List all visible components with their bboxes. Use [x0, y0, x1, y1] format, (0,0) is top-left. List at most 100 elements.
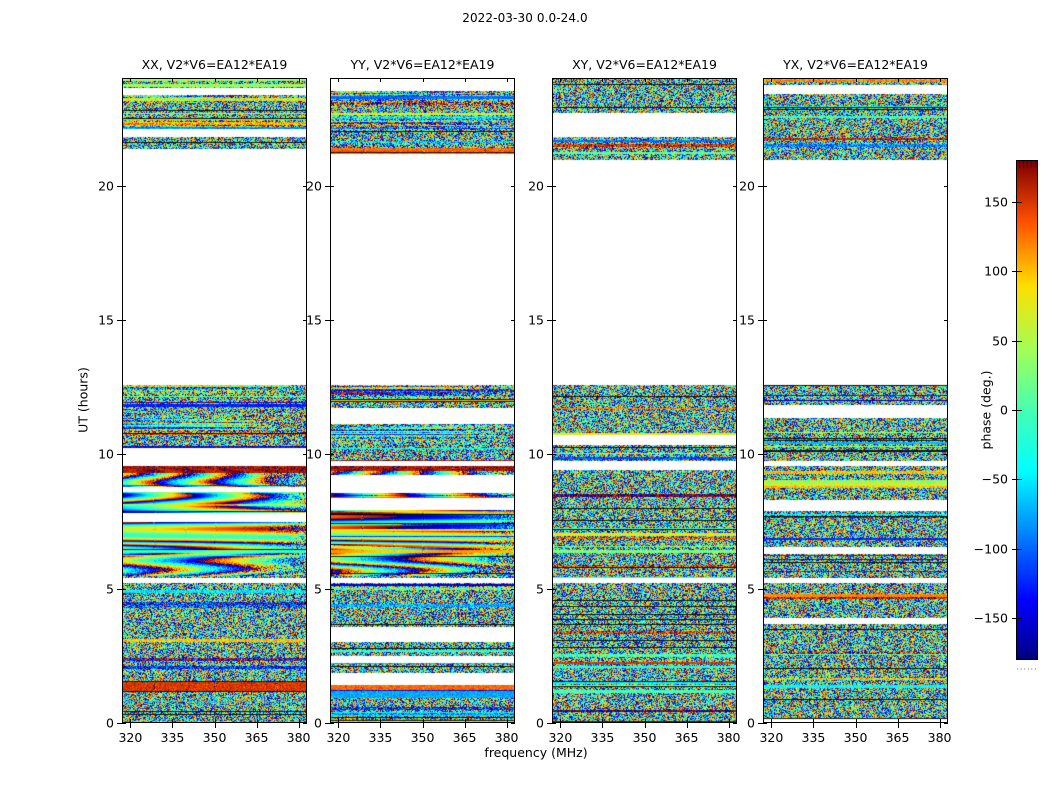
y-tick-inner-yy-10 [330, 454, 334, 456]
y-ticklabel-xy-10: 10 [528, 446, 544, 462]
colorbar-tick-50 [1012, 340, 1017, 342]
x-tick-top-xx-380 [298, 78, 300, 82]
x-tick-top-yx-365 [897, 78, 899, 82]
x-tick-top-xy-320 [560, 78, 562, 82]
y-tick-right-xy-0 [733, 723, 737, 724]
x-tick-inner-yy-335 [380, 719, 382, 723]
y-tick-right-xy-20 [733, 185, 737, 187]
y-ticklabel-xy-20: 20 [528, 178, 544, 193]
colorbar-ticklabel-100: 100 [984, 263, 1008, 279]
x-ticklabel-yx-365: 365 [885, 730, 910, 745]
panel-xy[interactable]: XY, V2*V6=EA12*EA19 0 5 10 15 20 320 335 350 365 3… [528, 57, 740, 745]
x-tick-inner-yx-335 [813, 719, 815, 723]
y-tick-xy-20 [547, 185, 552, 187]
y-tick-yy-5 [325, 588, 330, 590]
colorbar-overflow-marks: ······ [1016, 665, 1038, 674]
y-tick-yx-10 [758, 454, 763, 456]
colorbar-tick-100 [1012, 271, 1017, 273]
y-tick-right-xx-10 [303, 454, 307, 456]
y-tick-inner-xx-5 [122, 588, 126, 590]
x-ticklabel-xy-350: 350 [632, 730, 657, 745]
y-tick-xx-15 [117, 319, 122, 321]
plot-area-xy[interactable] [552, 78, 737, 723]
panel-xx[interactable]: XX, V2*V6=EA12*EA19 0 5 10 15 20 320 335 350 365 3… [98, 57, 310, 745]
colorbar-tick-150 [1012, 201, 1017, 203]
x-tick-inner-yx-365 [897, 719, 899, 723]
y-ticklabel-yx-15: 15 [739, 312, 755, 328]
colorbar-ticklabel--50: −50 [981, 471, 1008, 487]
x-tick-top-yx-335 [813, 78, 815, 82]
y-tick-xy-0 [547, 723, 552, 724]
colorbar-tick-inner--50 [1017, 479, 1022, 481]
phase-waterfall-xy [553, 79, 736, 722]
colorbar-ticklabel-0: 0 [1000, 402, 1008, 418]
y-ticklabel-yy-20: 20 [306, 178, 322, 193]
y-tick-inner-yy-15 [330, 319, 334, 321]
y-ticklabel-yy-15: 15 [306, 312, 322, 328]
y-tick-right-yx-20 [944, 185, 948, 187]
x-tick-xx-350 [214, 723, 216, 728]
colorbar-tick-inner--100 [1017, 548, 1022, 550]
x-ticklabel-yx-380: 380 [927, 730, 952, 745]
x-tick-top-xy-380 [728, 78, 730, 82]
y-tick-xx-10 [117, 454, 122, 456]
x-tick-top-xx-320 [130, 78, 132, 82]
x-ticklabel-yy-335: 335 [368, 730, 393, 745]
x-tick-inner-xy-335 [602, 719, 604, 723]
y-ticklabel-yx-0: 0 [747, 715, 755, 731]
panel-yx[interactable]: YX, V2*V6=EA12*EA19 0 5 10 15 20 320 335 350 365 3… [739, 57, 951, 745]
colorbar-tick-inner-150 [1017, 201, 1022, 203]
x-tick-yx-320 [771, 723, 773, 728]
colorbar-tick--100 [1012, 548, 1017, 550]
panel-title-xy: XY, V2*V6=EA12*EA19 [572, 57, 717, 72]
x-ticklabel-yx-320: 320 [759, 730, 784, 745]
phase-waterfall-xx [123, 79, 306, 722]
y-tick-right-yx-5 [944, 588, 948, 590]
x-tick-top-yy-380 [506, 78, 508, 82]
y-tick-inner-xx-0 [122, 723, 126, 724]
x-tick-xx-365 [256, 723, 258, 728]
y-ticklabel-xx-10: 10 [98, 446, 114, 462]
colorbar-tick-0 [1012, 410, 1017, 411]
x-tick-inner-yy-320 [338, 719, 340, 723]
colorbar-gradient [1017, 161, 1037, 659]
y-tick-xx-0 [117, 723, 122, 724]
y-tick-inner-yx-5 [763, 588, 767, 590]
x-tick-inner-xx-320 [130, 719, 132, 723]
x-ticklabel-yy-350: 350 [410, 730, 435, 745]
y-tick-right-xx-15 [303, 319, 307, 321]
x-tick-inner-yy-365 [464, 719, 466, 723]
panel-yy[interactable]: YY, V2*V6=EA12*EA19 0 5 10 15 20 320 335 350 365 3… [306, 57, 518, 745]
x-tick-inner-xy-320 [560, 719, 562, 723]
x-ticklabel-yy-380: 380 [494, 730, 519, 745]
y-tick-inner-xy-5 [552, 588, 556, 590]
y-tick-inner-yy-0 [330, 723, 334, 724]
x-tick-top-xx-365 [256, 78, 258, 82]
y-tick-yy-20 [325, 185, 330, 187]
colorbar-ticklabel-150: 150 [984, 194, 1008, 210]
colorbar-tick--50 [1012, 479, 1017, 481]
x-tick-top-yx-350 [855, 78, 857, 82]
x-tick-xy-320 [560, 723, 562, 728]
plot-area-yx[interactable] [763, 78, 948, 723]
x-tick-xx-380 [298, 723, 300, 728]
y-tick-inner-xx-20 [122, 185, 126, 187]
y-ticklabel-xx-15: 15 [98, 312, 114, 328]
x-tick-xx-335 [172, 723, 174, 728]
y-tick-inner-xy-15 [552, 319, 556, 321]
x-tick-yy-350 [422, 723, 424, 728]
plot-area-xx[interactable] [122, 78, 307, 723]
x-tick-inner-yy-350 [422, 719, 424, 723]
x-tick-inner-xy-350 [644, 719, 646, 723]
x-tick-yx-335 [813, 723, 815, 728]
plot-area-yy[interactable] [330, 78, 515, 723]
y-tick-right-xx-5 [303, 588, 307, 590]
x-ticklabel-yx-335: 335 [801, 730, 826, 745]
y-tick-inner-xx-15 [122, 319, 126, 321]
y-tick-inner-xy-0 [552, 723, 556, 724]
y-tick-right-yy-15 [511, 319, 515, 321]
colorbar-tick-inner-0 [1017, 410, 1022, 411]
x-ticklabel-xy-335: 335 [590, 730, 615, 745]
y-tick-yx-15 [758, 319, 763, 321]
